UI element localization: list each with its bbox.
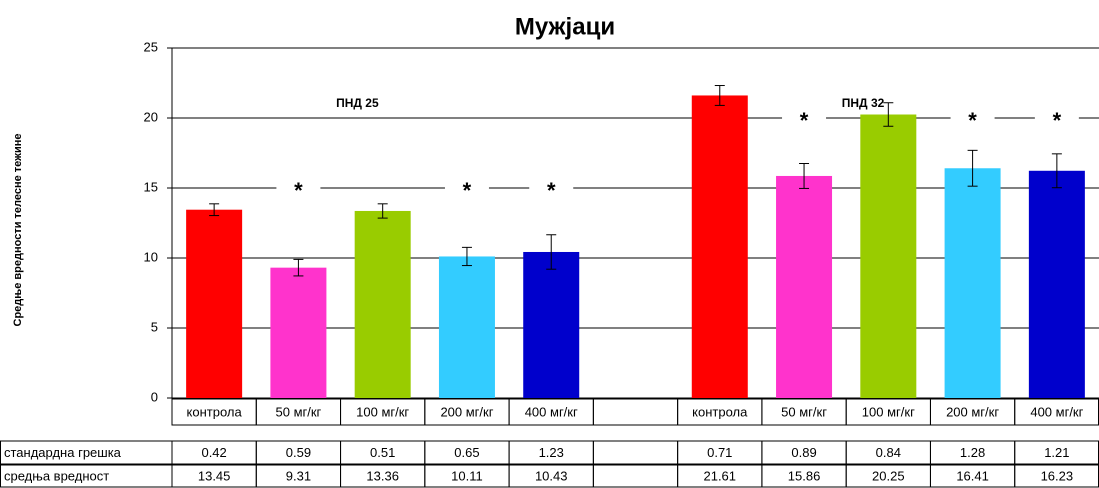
group-label: ПНД 32 <box>842 96 885 110</box>
y-tick-label: 25 <box>144 39 158 54</box>
table-value: 0.65 <box>454 445 479 460</box>
table-value: 0.51 <box>370 445 395 460</box>
marker-gap <box>529 185 574 191</box>
y-tick-label: 0 <box>151 389 158 404</box>
y-tick-label: 20 <box>144 109 158 124</box>
table-value: 15.86 <box>788 468 821 483</box>
table-value: 0.89 <box>791 445 816 460</box>
bar <box>523 251 580 398</box>
table-value: 400 мг/кг <box>525 404 578 419</box>
table-value: 21.61 <box>703 468 736 483</box>
table-value: 10.11 <box>451 468 483 483</box>
bar <box>438 256 495 398</box>
table-value: 50 мг/кг <box>276 404 322 419</box>
table-value: 50 мг/кг <box>781 404 827 419</box>
table-value: 20.25 <box>872 468 905 483</box>
bar <box>944 168 1001 398</box>
table-value: 13.36 <box>366 468 399 483</box>
table-value: 200 мг/кг <box>946 404 999 419</box>
table-value: 1.23 <box>539 445 564 460</box>
table-value: 200 мг/кг <box>440 404 493 419</box>
bar <box>860 114 917 398</box>
bar <box>354 210 411 398</box>
y-axis-label: Средње вредности телесне тежине <box>12 134 24 327</box>
y-tick-label: 10 <box>144 249 158 264</box>
significance-marker: * <box>463 178 472 203</box>
row-label: средња вредност <box>4 468 109 483</box>
group-label: ПНД 25 <box>336 96 379 110</box>
table-value: контрола <box>187 404 243 419</box>
marker-gap <box>782 115 827 121</box>
bar <box>691 95 748 399</box>
table-value: 10.43 <box>535 468 568 483</box>
table-value: 0.42 <box>201 445 226 460</box>
table-value: контрола <box>692 404 748 419</box>
row-label: стандардна грешка <box>4 445 122 460</box>
significance-marker: * <box>968 108 977 133</box>
marker-gap <box>950 115 995 121</box>
table-value: 13.45 <box>198 468 231 483</box>
table-value: 16.41 <box>956 468 989 483</box>
significance-marker: * <box>1053 108 1062 133</box>
table-value: 16.23 <box>1041 468 1074 483</box>
chart-title: Мужјаци <box>515 13 615 40</box>
y-tick-label: 15 <box>144 179 158 194</box>
table-value: 9.31 <box>286 468 311 483</box>
y-tick-label: 5 <box>151 319 158 334</box>
table-value: 0.71 <box>707 445 732 460</box>
bar <box>776 175 833 398</box>
significance-marker: * <box>547 178 556 203</box>
table-value: 1.21 <box>1044 445 1069 460</box>
table-value: 1.28 <box>960 445 985 460</box>
table-cell <box>592 464 679 488</box>
table-value: 0.84 <box>876 445 901 460</box>
bar <box>186 209 243 398</box>
table-value: 100 мг/кг <box>862 404 915 419</box>
marker-gap <box>1034 115 1079 121</box>
marker-gap <box>444 185 489 191</box>
table-cell <box>592 440 679 465</box>
significance-marker: * <box>294 178 303 203</box>
table-value: 100 мг/кг <box>356 404 409 419</box>
table-cell <box>592 398 679 426</box>
bar <box>270 267 327 398</box>
significance-marker: * <box>800 108 809 133</box>
bar <box>1028 170 1085 398</box>
table-value: 0.59 <box>286 445 311 460</box>
marker-gap <box>276 185 321 191</box>
table-value: 400 мг/кг <box>1030 404 1083 419</box>
